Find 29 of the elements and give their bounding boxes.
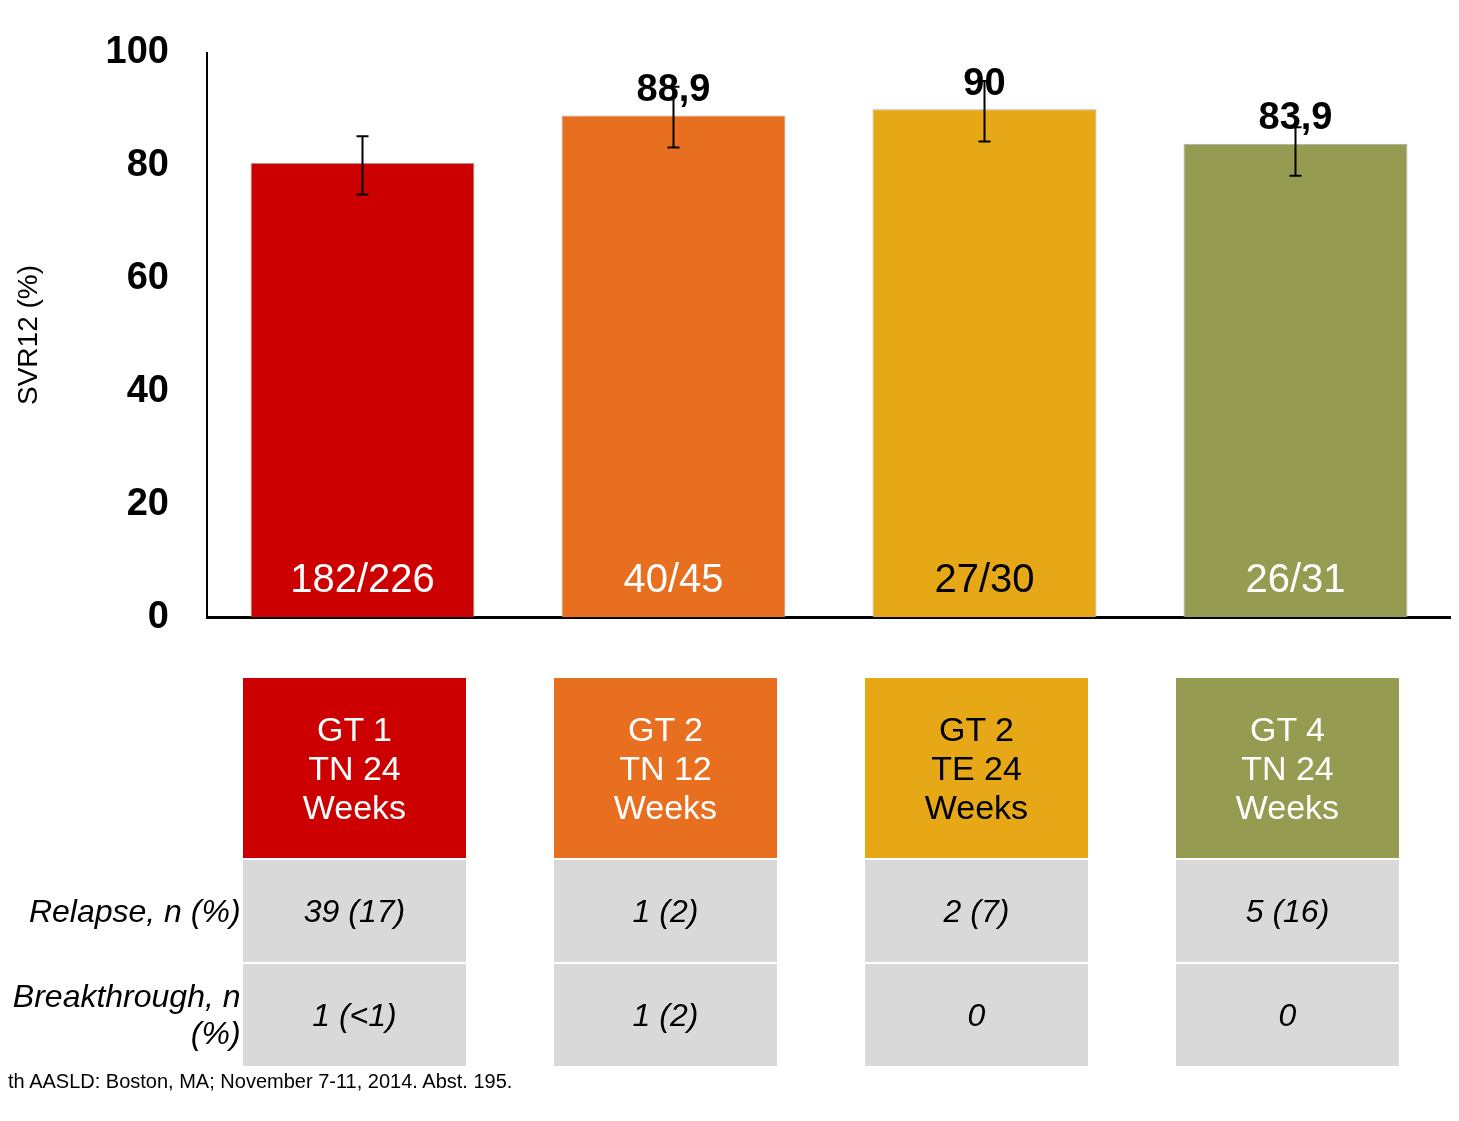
y-tick-label: 60 [126, 255, 169, 298]
text: 1 (<1) [242, 964, 467, 1066]
annotation: 27/30 [934, 556, 1035, 601]
y-tick-label: 0 [147, 593, 169, 636]
text: Breakthrough, n (%) [11, 977, 241, 1053]
annotation: 182/226 [290, 556, 435, 601]
text: 39 (17) [242, 860, 467, 962]
y-tick-label: 40 [126, 367, 169, 410]
text: 5 (16) [1175, 860, 1400, 962]
text: Relapse, n (%) [27, 891, 241, 931]
data-label: 83,9 [1258, 95, 1333, 138]
text: th AASLD: Boston, MA; November 7-11, 2014. Abst. 195. [8, 1070, 513, 1093]
x-tick-label: GT 4 TN 24 Weeks [1175, 678, 1400, 858]
y-tick-label: 100 [105, 29, 169, 72]
text: 0 [864, 964, 1089, 1066]
text: 2 (7) [864, 860, 1089, 962]
x-tick-label: GT 2 TN 12 Weeks [553, 678, 778, 858]
x-tick-label: GT 1 TN 24 Weeks [242, 678, 467, 858]
text: 0 [1175, 964, 1400, 1066]
text: 1 (2) [553, 860, 778, 962]
data-label: 88,9 [636, 66, 711, 109]
y-tick-label: 80 [126, 142, 169, 185]
text: 1 (2) [553, 964, 778, 1066]
y-tick-label: 20 [126, 480, 169, 523]
annotation: 26/31 [1245, 556, 1346, 601]
x-tick-label: GT 2 TE 24 Weeks [864, 678, 1089, 858]
annotation: 40/45 [623, 556, 724, 601]
data-label: 90 [963, 60, 1006, 103]
y-axis-title: SVR12 (%) [11, 264, 43, 406]
